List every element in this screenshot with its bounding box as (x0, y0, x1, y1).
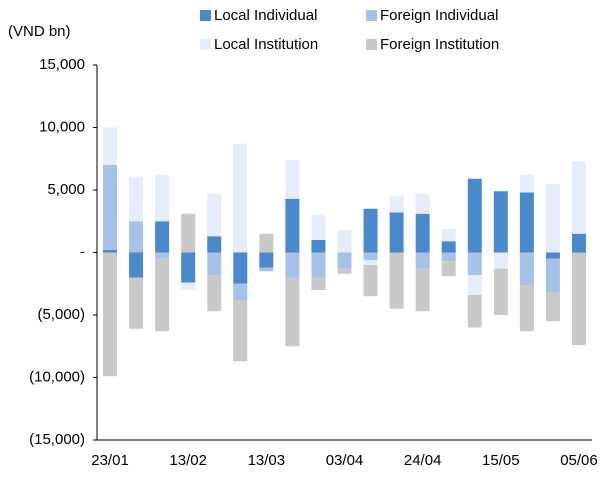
bar-segment (259, 267, 274, 272)
x-tick-label: 24/04 (404, 452, 442, 469)
legend-label: Foreign Individual (380, 7, 498, 24)
bar-segment (519, 192, 534, 253)
bar-segment (519, 175, 534, 193)
bar-segment (129, 177, 144, 222)
bar-segment (181, 282, 196, 290)
bar-segment (233, 252, 248, 284)
bar-segment (207, 252, 222, 275)
y-tick-label: (10,000) (29, 368, 85, 385)
legend-swatch (200, 39, 211, 50)
bar-segment (415, 213, 430, 253)
bar-segment (103, 127, 118, 165)
legend-label: Local Institution (214, 36, 318, 53)
y-tick-label: - (80, 243, 85, 260)
bar-segment (363, 265, 378, 297)
bar-segment (129, 221, 144, 253)
bar-segment (311, 277, 326, 290)
bar-segment (389, 252, 404, 309)
bar-segment (259, 233, 274, 253)
legend-label: Local Individual (214, 7, 317, 24)
x-tick-label: 03/04 (326, 452, 364, 469)
x-tick-label: 13/02 (169, 452, 207, 469)
bar-segment (285, 252, 300, 278)
bar-segment (285, 160, 300, 199)
bar-segment (571, 161, 586, 234)
bar-segment (103, 165, 118, 250)
y-axis-label: (VND bn) (8, 23, 71, 40)
x-tick-label: 13/03 (248, 452, 286, 469)
bar-segment (337, 268, 352, 274)
bar-segment (363, 252, 378, 260)
legend-label: Foreign Institution (380, 36, 499, 53)
bar-segment (571, 252, 586, 345)
bar-segment (415, 193, 430, 214)
bar-segment (311, 252, 326, 278)
bar-segment (337, 252, 352, 269)
bar-segment (441, 241, 456, 253)
bar-segment (155, 258, 170, 332)
bar-segment (311, 240, 326, 253)
bar-segment (259, 252, 274, 268)
bar-segment (545, 183, 560, 253)
bar-segment (181, 213, 196, 253)
bar-segment (337, 230, 352, 253)
bar-segment (415, 252, 430, 269)
bar-segment (207, 236, 222, 253)
bar-segment (155, 252, 170, 259)
bar-segment (493, 191, 508, 253)
legend-swatch (366, 39, 377, 50)
bar-segment (285, 277, 300, 347)
legend-swatch (366, 10, 377, 21)
bar-segment (467, 275, 482, 295)
bar-segment (129, 252, 144, 278)
bar-segment (181, 252, 196, 283)
y-tick-label: 15,000 (39, 56, 85, 73)
bar-segment (441, 252, 456, 262)
bar-segment (285, 198, 300, 253)
bar-segment (363, 260, 378, 265)
bar-segment (415, 268, 430, 312)
bar-segment (571, 233, 586, 253)
bar-segment (363, 208, 378, 253)
legend-swatch (200, 10, 211, 21)
bar-segment (545, 292, 560, 322)
bar-segment (311, 215, 326, 240)
x-tick-label: 05/06 (560, 452, 598, 469)
y-tick-label: 5,000 (47, 181, 85, 198)
bar-segment (467, 252, 482, 275)
bar-segment (389, 212, 404, 253)
bar-segment (155, 221, 170, 253)
bar-segment (103, 252, 118, 377)
bar-segment (207, 275, 222, 312)
bar-segment (467, 295, 482, 328)
bar-segment (441, 228, 456, 242)
bar-segment (233, 300, 248, 362)
bar-segment (233, 283, 248, 300)
bar-segment (493, 268, 508, 315)
y-tick-label: (5,000) (37, 306, 85, 323)
bar-segment (207, 193, 222, 237)
bar-segment (103, 250, 118, 253)
bar-segment (493, 252, 508, 269)
bar-segment (545, 258, 560, 293)
y-tick-label: (15,000) (29, 431, 85, 448)
bar-segment (389, 196, 404, 213)
bar-segment (519, 285, 534, 332)
x-tick-label: 15/05 (482, 452, 520, 469)
y-tick-label: 10,000 (39, 118, 85, 135)
x-tick-label: 23/01 (91, 452, 129, 469)
bar-segment (233, 143, 248, 253)
bar-segment (467, 178, 482, 253)
bar-segment (545, 252, 560, 259)
bar-segment (155, 175, 170, 222)
bar-segment (129, 277, 144, 329)
bar-segment (441, 261, 456, 277)
bar-segment (519, 252, 534, 285)
